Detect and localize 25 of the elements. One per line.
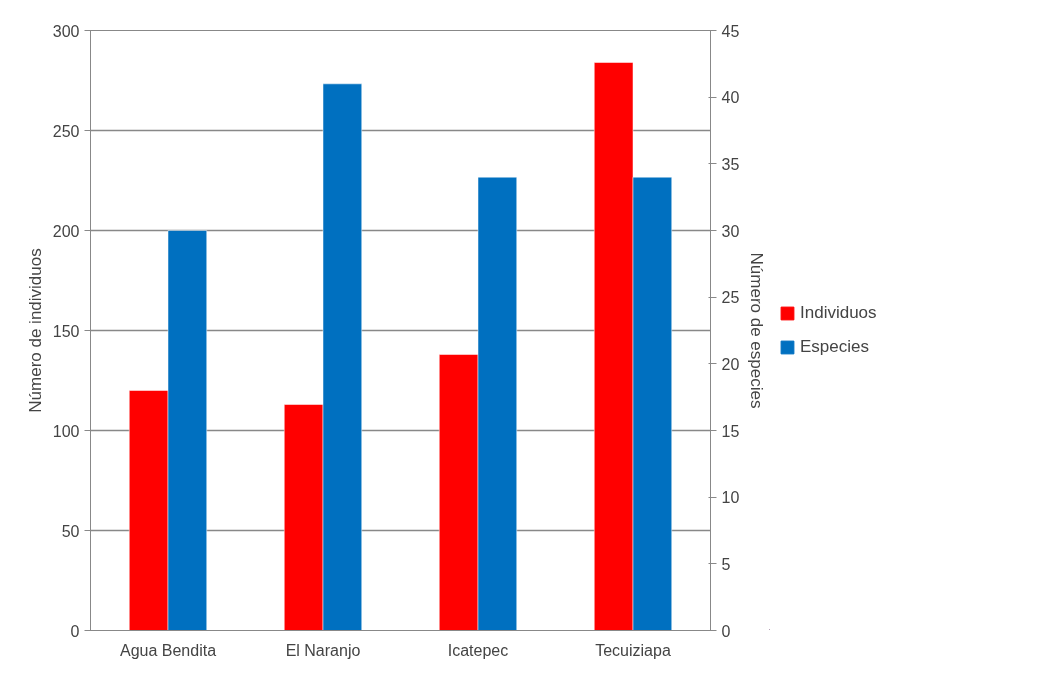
- y2-axis-title: Número de especies: [747, 252, 767, 409]
- y-tick-label: 0: [70, 622, 80, 640]
- x-tick-label: El Naranjo: [285, 641, 361, 659]
- y-tick-label: 200: [52, 222, 80, 240]
- y2-tick-label: 35: [721, 155, 740, 173]
- y2-tick-label: 40: [721, 89, 740, 107]
- legend-label: Individuos: [800, 302, 877, 323]
- y2-tick-label: 0: [721, 622, 731, 640]
- y-tick-label: 100: [52, 422, 80, 440]
- y2-tick-label: 15: [721, 422, 740, 440]
- x-tick-label: Agua Bendita: [119, 641, 217, 659]
- y2-tick-label: 20: [721, 355, 740, 373]
- y2-tick-label: 5: [721, 555, 731, 573]
- legend-label: Especies: [800, 336, 869, 357]
- x-tick-label: Tecuiziapa: [595, 641, 671, 659]
- x-tick-label: Icatepec: [447, 641, 509, 659]
- y-tick-label: 150: [52, 322, 80, 340]
- y2-tick-label: 30: [721, 222, 740, 240]
- y-tick-label: 50: [61, 522, 80, 540]
- y-axis-title: Número de individuos: [25, 248, 45, 413]
- y2-tick-label: 25: [721, 289, 740, 307]
- y-tick-label: 300: [52, 22, 80, 40]
- y-tick-label: 250: [52, 122, 80, 140]
- y2-tick-label: 10: [721, 489, 740, 507]
- y2-tick-label: 45: [721, 22, 740, 40]
